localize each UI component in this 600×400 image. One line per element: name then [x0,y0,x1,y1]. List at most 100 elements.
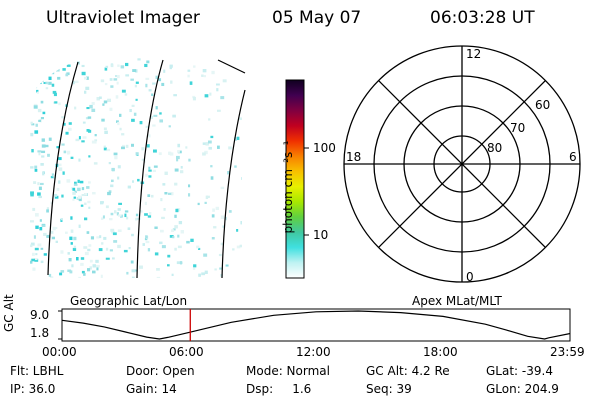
meridian-line [136,59,164,279]
emission-speckle [38,152,41,156]
emission-speckle [102,103,105,106]
emission-speckle [224,216,228,221]
emission-speckle [131,269,136,273]
emission-speckle [70,216,73,220]
emission-speckle [139,121,143,125]
emission-speckle [34,130,39,134]
emission-speckle [85,86,90,90]
emission-speckle [88,181,91,184]
emission-speckle [79,180,84,184]
emission-speckle [78,158,81,162]
emission-speckle [220,242,224,246]
emission-speckle [101,242,104,245]
emission-speckle [34,258,38,261]
lat-label-80: 80 [487,141,503,155]
emission-speckle [106,148,111,152]
emission-speckle [116,120,119,123]
emission-speckle [35,213,39,217]
emission-speckle [111,168,115,172]
emission-speckle [151,194,154,198]
emission-speckle [103,127,107,131]
emission-speckle [60,218,63,221]
emission-speckle [91,102,95,105]
emission-speckle [127,227,131,231]
emission-speckle [172,114,176,118]
emission-speckle [188,184,191,188]
emission-speckle [77,179,80,183]
emission-speckle [40,247,44,250]
emission-speckle [135,98,138,101]
emission-speckle [37,182,40,186]
emission-speckle [154,226,158,229]
emission-speckle [116,212,119,216]
emission-speckle [162,183,166,186]
emission-speckle [158,78,162,82]
emission-speckle [86,107,90,110]
colorbar-tick-100: 100 [313,141,336,155]
emission-speckle [41,155,45,158]
emission-speckle [156,276,161,278]
emission-speckle [169,152,174,156]
emission-speckle [94,134,97,137]
emission-speckle [190,238,194,242]
emission-speckle [139,265,143,269]
emission-speckle [35,123,38,127]
emission-speckle [179,261,183,265]
emission-speckle [38,119,41,122]
emission-speckle [124,213,127,218]
emission-speckle [147,248,151,252]
emission-speckle [78,224,81,228]
emission-speckle [153,165,158,168]
emission-speckle [137,58,141,61]
emission-speckle [135,81,139,84]
emission-speckle [103,145,106,148]
emission-speckle [219,267,223,270]
emission-speckle [37,108,42,113]
emission-speckle [40,117,44,120]
emission-speckle [154,252,159,256]
emission-speckle [216,83,220,86]
emission-speckle [145,173,148,177]
emission-speckle [67,269,72,272]
emission-speckle [92,192,96,195]
emission-speckle [63,150,67,154]
emission-speckle [117,121,120,126]
emission-speckle [168,192,172,195]
emission-speckle [56,187,60,191]
emission-speckle [215,206,220,211]
emission-speckle [208,118,211,121]
emission-speckle [40,100,44,104]
mlt-label-12: 12 [466,47,482,61]
emission-speckle [62,171,65,175]
altitude-chart-frame [61,308,571,342]
emission-speckle [55,240,59,243]
emission-speckle [234,137,237,141]
emission-speckle [176,261,181,265]
emission-speckle [60,250,64,254]
ytick-1-8: 1.8 [30,326,50,340]
emission-speckle [70,156,74,160]
altitude-curve [61,310,570,340]
emission-speckle [78,276,81,278]
emission-speckle [110,64,114,68]
emission-speckle [177,143,181,148]
emission-speckle [31,149,34,153]
emission-speckle [236,245,241,249]
emission-speckle [87,116,92,119]
emission-speckle [109,249,113,252]
emission-speckle [51,83,55,87]
emission-speckle [152,169,156,173]
emission-speckle [161,82,165,87]
emission-speckle [141,147,145,151]
emission-speckle [62,122,66,126]
emission-speckle [197,202,200,206]
emission-speckle [210,176,214,180]
emission-speckle [177,150,180,153]
emission-speckle [30,242,35,246]
meridian-line [47,61,79,276]
gc-alt-value: GC Alt: 4.2 Re [366,364,450,378]
emission-speckle [30,220,34,223]
emission-speckle [81,270,85,274]
emission-speckle [78,198,82,202]
